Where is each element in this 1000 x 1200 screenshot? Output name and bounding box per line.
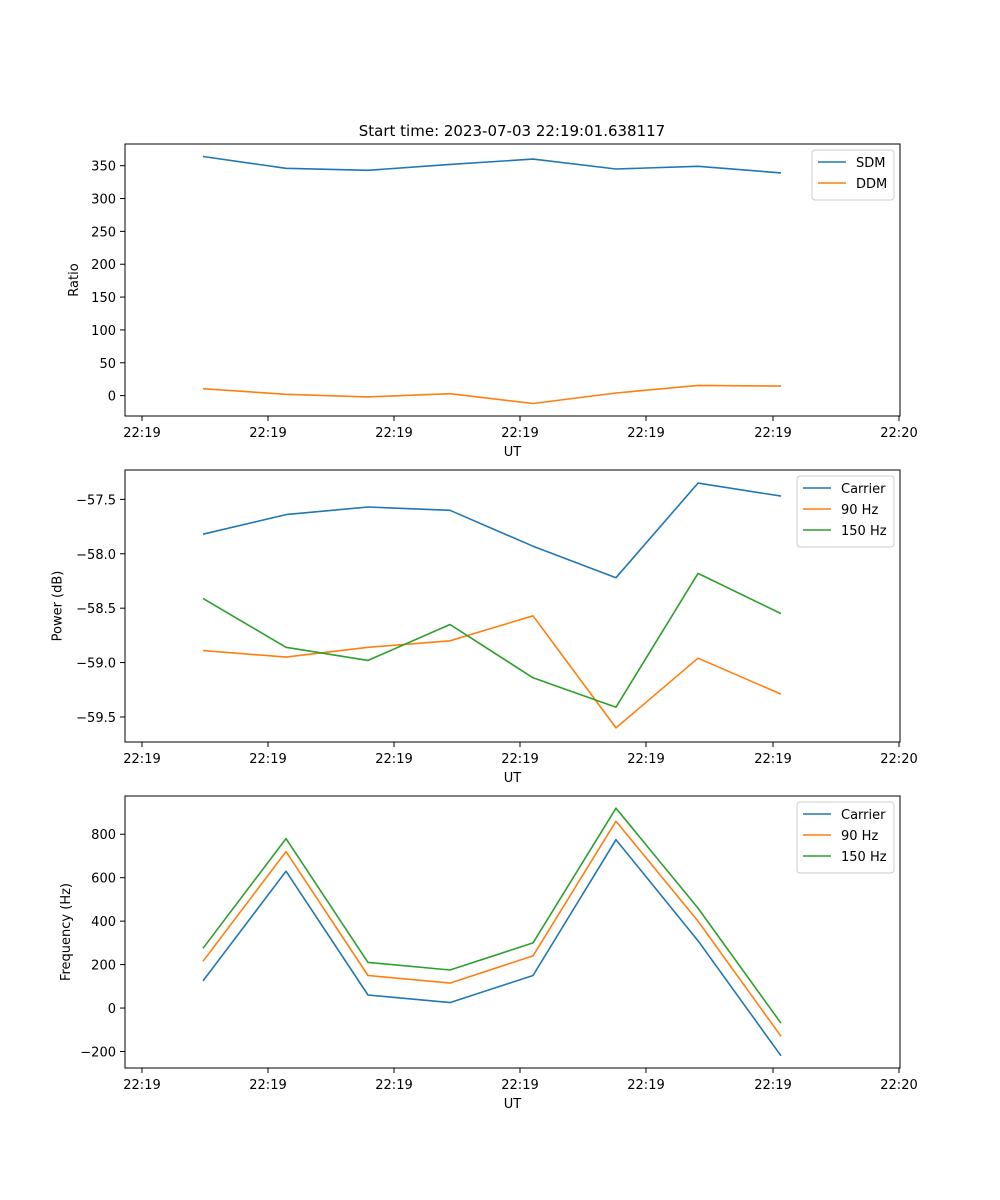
- x-axis-label: UT: [504, 771, 522, 786]
- figure-title: Start time: 2023-07-03 22:19:01.638117: [359, 122, 665, 140]
- x-tick-label: 22:19: [375, 1078, 412, 1093]
- y-tick-label: 600: [91, 872, 116, 887]
- x-tick-label: 22:20: [880, 752, 917, 767]
- y-tick-label: 0: [108, 1002, 116, 1017]
- y-tick-label: −58.0: [76, 548, 116, 563]
- y-tick-label: −57.5: [76, 493, 116, 508]
- series-line-carrier: [202, 482, 782, 579]
- y-tick-label: 150: [91, 291, 116, 306]
- y-axis-label: Power (dB): [51, 571, 66, 642]
- legend-label: 150 Hz: [841, 850, 887, 865]
- x-tick-label: 22:19: [123, 752, 160, 767]
- y-tick-label: 800: [91, 828, 116, 843]
- x-tick-label: 22:19: [754, 1078, 791, 1093]
- y-tick-label: 0: [108, 390, 116, 405]
- x-tick-label: 22:19: [249, 1078, 286, 1093]
- x-tick-label: 22:19: [627, 426, 664, 441]
- legend-label: Carrier: [841, 808, 886, 823]
- series-line-90-hz: [202, 820, 782, 1037]
- series-line-150-hz: [202, 572, 782, 709]
- series-line-150-hz: [202, 807, 782, 1024]
- legend: Carrier 90 Hz 150 Hz: [796, 475, 895, 548]
- legend-label: 90 Hz: [841, 503, 878, 518]
- x-tick-label: 22:19: [501, 1078, 538, 1093]
- y-tick-label: 250: [91, 225, 116, 240]
- y-tick-label: −59.5: [76, 711, 116, 726]
- y-tick-label: 400: [91, 915, 116, 930]
- y-axis-label: Frequency (Hz): [59, 883, 74, 981]
- x-tick-label: 22:20: [880, 426, 917, 441]
- legend: Carrier 90 Hz 150 Hz: [796, 801, 895, 874]
- x-tick-label: 22:19: [249, 426, 286, 441]
- y-tick-label: −59.0: [76, 657, 116, 672]
- x-tick-label: 22:19: [627, 752, 664, 767]
- x-tick-label: 22:19: [375, 752, 412, 767]
- x-axis-label: UT: [504, 1097, 522, 1112]
- series-line-sdm: [202, 155, 782, 174]
- x-tick-label: 22:19: [123, 1078, 160, 1093]
- chart-panel-2: 22:19 22:19 22:19 22:19 22:19 22:19 22:20 UT −59…: [51, 469, 918, 786]
- x-tick-label: 22:19: [627, 1078, 664, 1093]
- chart-panel-1: 22:19 22:19 22:19 22:19 22:19 22:19 22:20 UT 0 50…: [67, 143, 918, 460]
- x-tick-label: 22:20: [880, 1078, 917, 1093]
- y-tick-label: −200: [80, 1045, 116, 1060]
- legend-label: Carrier: [841, 482, 886, 497]
- x-tick-label: 22:19: [375, 426, 412, 441]
- x-tick-label: 22:19: [501, 752, 538, 767]
- x-axis-label: UT: [504, 445, 522, 460]
- legend-label: 90 Hz: [841, 829, 878, 844]
- chart-panel-3: 22:19 22:19 22:19 22:19 22:19 22:19 22:20 UT −20…: [59, 795, 918, 1112]
- y-axis-label: Ratio: [67, 263, 82, 296]
- y-tick-label: 200: [91, 258, 116, 273]
- x-tick-label: 22:19: [754, 426, 791, 441]
- plot-frame: [124, 795, 901, 1069]
- y-tick-label: 50: [99, 357, 116, 372]
- y-tick-label: −58.5: [76, 602, 116, 617]
- y-tick-label: 200: [91, 959, 116, 974]
- legend-label: DDM: [856, 177, 887, 192]
- x-tick-label: 22:19: [501, 426, 538, 441]
- legend: SDM DDM: [811, 149, 895, 201]
- y-tick-label: 350: [91, 160, 116, 175]
- series-line-90-hz: [202, 614, 782, 729]
- x-tick-label: 22:19: [123, 426, 160, 441]
- y-tick-label: 300: [91, 193, 116, 208]
- x-tick-label: 22:19: [249, 752, 286, 767]
- legend-label: SDM: [856, 156, 885, 171]
- series-line-carrier: [202, 838, 782, 1057]
- y-tick-label: 100: [91, 324, 116, 339]
- plot-frame: [124, 143, 901, 417]
- panels: 22:19 22:19 22:19 22:19 22:19 22:19 22:20 UT 0 50…: [51, 143, 918, 1112]
- series-line-ddm: [202, 384, 782, 405]
- x-tick-label: 22:19: [754, 752, 791, 767]
- plot-frame: [124, 469, 901, 743]
- legend-label: 150 Hz: [841, 524, 887, 539]
